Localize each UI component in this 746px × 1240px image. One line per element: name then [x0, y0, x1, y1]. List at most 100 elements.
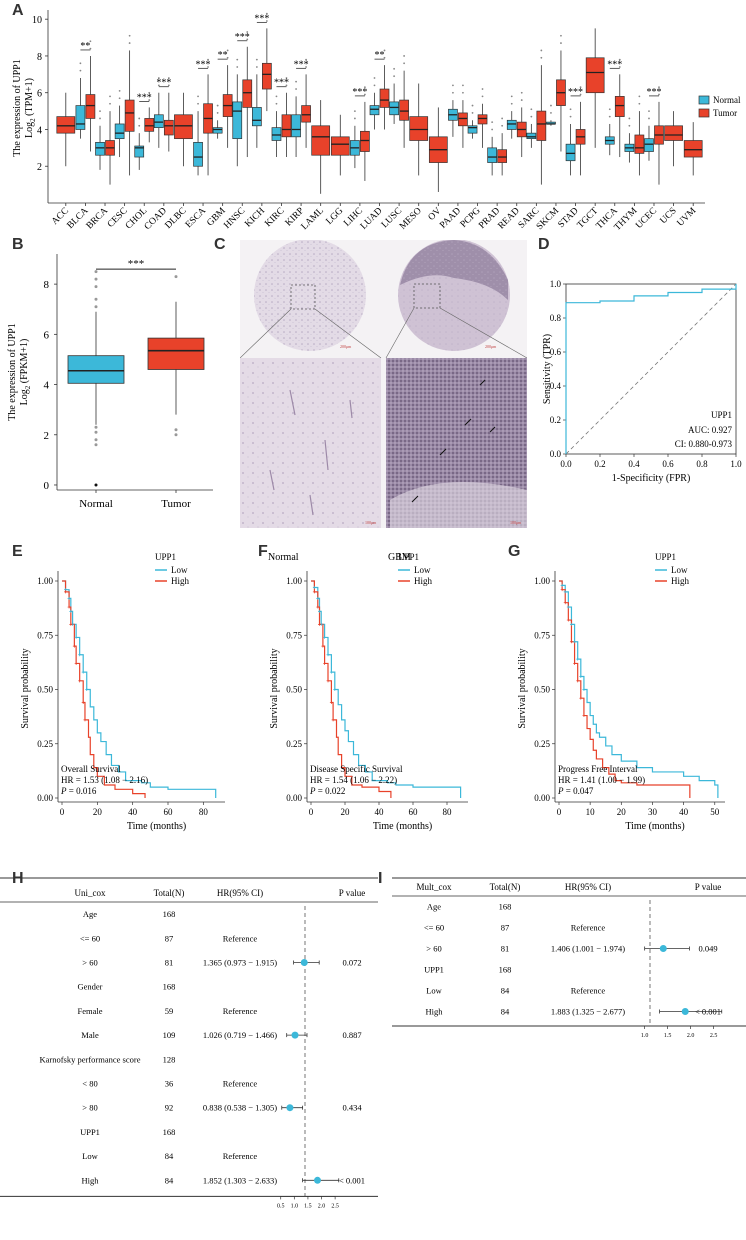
row-hr-point [286, 1104, 293, 1111]
row-variable: <= 60 [80, 933, 100, 943]
row-hr: 1.406 (1.001 − 1.974) [551, 944, 625, 954]
box-normal-prad-box [488, 148, 497, 163]
roc-ci: CI: 0.880-0.973 [675, 439, 733, 449]
row-total: 81 [165, 958, 174, 968]
km-high-censor [321, 645, 324, 648]
row-hr: 1.365 (0.973 − 1.915) [203, 958, 277, 968]
row-hr: Reference [571, 986, 606, 996]
km-high-censor [73, 645, 76, 648]
box-normal-skcm-outlier [550, 112, 552, 114]
km-low-censor [567, 606, 570, 609]
sig-label-thca: *** [607, 59, 622, 70]
y-tick-label: 0.8 [550, 313, 562, 323]
row-variable: <= 60 [424, 923, 444, 933]
x-tick-label: 0 [60, 807, 65, 817]
stat-p: P = 0.016 [60, 786, 97, 796]
km-low-censor [333, 688, 336, 691]
sig-label: *** [128, 258, 145, 270]
x-axis-label: Time (months) [127, 821, 186, 832]
box-tumor-uvm-box [684, 141, 702, 158]
row-variable: > 80 [82, 1103, 97, 1113]
box-tumor-coad-box [164, 120, 173, 135]
box-tumor-paad-outlier [462, 92, 464, 94]
panel-label-i: I [378, 870, 382, 888]
outlier-normal [95, 278, 98, 281]
km-high-censor [582, 714, 585, 717]
y-tick-label: 0.2 [550, 415, 561, 425]
y-tick-label: 8 [37, 52, 42, 63]
sig-label-luad: ** [375, 50, 385, 61]
y-axis-label-line1: The expression of UPP1 [7, 323, 18, 421]
km-high-censor [573, 662, 576, 665]
forest-x-tick-label: 2.5 [331, 1203, 339, 1209]
row-pvalue: 0.049 [698, 944, 717, 954]
x-tick-label-hnsc: HNSC [222, 206, 247, 231]
legend-tumor-swatch [699, 109, 709, 117]
km-low-censor [561, 584, 564, 587]
x-tick-label: 0.8 [696, 459, 708, 469]
row-total: 84 [501, 986, 510, 996]
x-tick-label: 0.2 [594, 459, 605, 469]
y-tick-label: 6 [44, 329, 50, 341]
km-high-censor [69, 623, 72, 626]
stat-p-value: = 0.022 [316, 786, 346, 796]
x-tick-label-read: READ [496, 206, 521, 231]
box-normal-lihc-outlier [354, 118, 356, 120]
row-hr: 0.838 (0.538 − 1.305) [203, 1103, 277, 1113]
forest-x-tick-label: 2.0 [687, 1033, 695, 1039]
row-variable: High [82, 1175, 100, 1185]
y-tick-label: 0.25 [534, 739, 550, 749]
box-normal-lihc-outlier [354, 110, 356, 112]
row-total: 168 [499, 965, 512, 975]
header-pvalue: P value [695, 882, 721, 892]
box-tumor-dlbc-box [174, 115, 192, 139]
row-hr: Reference [223, 1151, 258, 1161]
chart-e-km-overall: 0.000.250.500.751.000 20 40 60 80Time (month… [0, 548, 255, 866]
x-tick-label: 60 [409, 807, 419, 817]
box-normal-hnsc-box [233, 102, 242, 139]
row-variable: > 60 [426, 944, 441, 954]
box-normal-thca-outlier [609, 108, 611, 110]
row-variable: Male [81, 1030, 99, 1040]
x-tick-label: 0.0 [560, 459, 572, 469]
stat-hr: HR = 1.53 (1.08 − 2.16) [61, 775, 148, 785]
sig-label-kirp: *** [294, 59, 309, 70]
box-normal-kich-outlier [256, 66, 258, 68]
legend-title: UPP1 [655, 552, 676, 562]
row-hr: Reference [223, 1006, 258, 1016]
header-hr: HR(95% CI) [217, 888, 263, 898]
km-high-censor [332, 718, 335, 721]
y-axis-label: Survival probability [20, 648, 31, 728]
chart-b-gbm-boxplot: 0 2 4 6 8 The expression of UPP1 Log2 (FPKM+1)… [0, 240, 215, 530]
sig-label-coad: *** [156, 78, 171, 89]
box-normal-kirp-outlier [295, 88, 297, 90]
sig-label-gbm: ** [218, 50, 228, 61]
legend-high-label: High [671, 576, 690, 586]
y-axis-label: Survival probability [269, 648, 280, 728]
outlier-tumor [175, 275, 178, 278]
km-high-censor [68, 606, 71, 609]
km-high-censor [561, 588, 564, 591]
y-tick-label: 6 [37, 89, 42, 100]
box-tumor-skcm-outlier [560, 42, 562, 44]
stat-p: P = 0.047 [557, 786, 594, 796]
x-tick-label-lgg: LGG [325, 206, 346, 227]
stat-p: P = 0.022 [309, 786, 345, 796]
box-normal-luad-outlier [374, 77, 376, 79]
x-tick-label-ucec: UCEC [634, 206, 659, 231]
x-tick-label-meso: MESO [398, 206, 424, 232]
box-normal-blca-box [76, 106, 85, 130]
row-total: 92 [165, 1103, 174, 1113]
box-tumor-meso-box [410, 117, 428, 141]
chart-f-km-disease-specific: 0.000.250.500.751.000 20 40 60 80Time (month… [250, 548, 505, 866]
box-normal-sarc-box [527, 133, 536, 139]
sig-label-esca: *** [196, 59, 211, 70]
row-hr: 1.852 (1.303 − 2.633) [203, 1175, 277, 1185]
box-tumor-thym-outlier [638, 103, 640, 105]
km-high-censor [579, 697, 582, 700]
box-tumor-thym-outlier [638, 95, 640, 97]
box-tumor-brca-outlier [109, 95, 111, 97]
y-axis-label-line2: Log2 (FPKM+1) [19, 339, 32, 406]
row-pvalue: 0.072 [342, 958, 361, 968]
box-tumor-lusc-box [400, 100, 409, 120]
